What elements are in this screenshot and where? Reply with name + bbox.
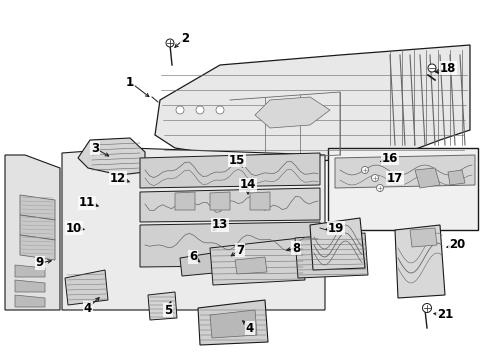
Polygon shape	[209, 310, 257, 338]
Text: 3: 3	[91, 141, 99, 154]
Polygon shape	[254, 97, 329, 128]
Polygon shape	[15, 280, 45, 292]
Polygon shape	[148, 292, 177, 320]
Text: 7: 7	[235, 243, 244, 256]
Polygon shape	[209, 238, 305, 285]
Circle shape	[176, 106, 183, 114]
Text: 1: 1	[126, 76, 134, 89]
Circle shape	[427, 64, 435, 72]
Circle shape	[422, 303, 430, 312]
Polygon shape	[15, 265, 45, 277]
Text: 15: 15	[228, 153, 244, 166]
Text: 4: 4	[84, 302, 92, 315]
Circle shape	[376, 184, 383, 192]
Polygon shape	[198, 300, 267, 345]
Polygon shape	[414, 168, 439, 188]
Polygon shape	[394, 225, 444, 298]
Polygon shape	[20, 195, 55, 220]
Polygon shape	[209, 192, 229, 210]
Text: 17: 17	[386, 171, 402, 184]
Text: 13: 13	[211, 219, 228, 231]
Polygon shape	[65, 270, 108, 305]
Text: 8: 8	[291, 242, 300, 255]
Polygon shape	[140, 222, 319, 267]
Polygon shape	[78, 138, 145, 175]
Polygon shape	[309, 218, 364, 270]
Text: 14: 14	[239, 179, 256, 192]
Polygon shape	[235, 257, 266, 274]
Text: 12: 12	[110, 171, 126, 184]
Polygon shape	[175, 192, 195, 210]
Polygon shape	[447, 170, 464, 185]
Polygon shape	[334, 155, 474, 188]
Polygon shape	[249, 192, 269, 210]
Polygon shape	[140, 153, 319, 188]
Text: 21: 21	[436, 309, 452, 321]
Polygon shape	[180, 253, 214, 276]
Text: 19: 19	[327, 221, 344, 234]
Text: 2: 2	[181, 31, 189, 45]
Polygon shape	[62, 148, 325, 310]
Polygon shape	[327, 148, 477, 230]
Circle shape	[371, 175, 378, 181]
Polygon shape	[20, 235, 55, 260]
Polygon shape	[5, 155, 60, 310]
Circle shape	[196, 106, 203, 114]
Polygon shape	[20, 215, 55, 240]
Text: 6: 6	[188, 251, 197, 264]
Text: 4: 4	[245, 321, 254, 334]
Text: 5: 5	[163, 303, 172, 316]
Polygon shape	[140, 188, 319, 222]
Polygon shape	[15, 295, 45, 307]
Text: 18: 18	[439, 62, 455, 75]
Circle shape	[165, 39, 174, 47]
Polygon shape	[294, 233, 367, 278]
Polygon shape	[409, 228, 436, 247]
Text: 9: 9	[36, 256, 44, 270]
Text: 10: 10	[66, 221, 82, 234]
Text: 20: 20	[448, 238, 464, 252]
Polygon shape	[155, 45, 469, 168]
Text: 16: 16	[381, 152, 397, 165]
Circle shape	[361, 166, 368, 174]
Text: 11: 11	[79, 197, 95, 210]
Circle shape	[216, 106, 224, 114]
